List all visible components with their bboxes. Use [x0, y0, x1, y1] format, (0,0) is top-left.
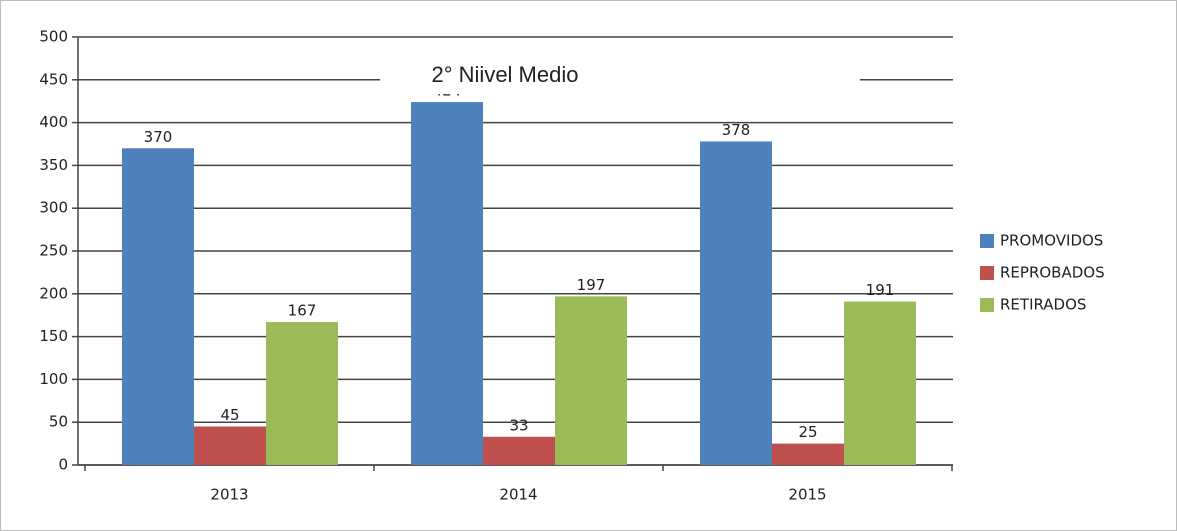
- y-tick-label: 400: [39, 113, 68, 131]
- data-label: 197: [577, 276, 606, 294]
- data-label: 370: [144, 128, 173, 146]
- chart-title: 2° Niivel Medio: [432, 62, 579, 87]
- y-tick-label: 350: [39, 156, 68, 174]
- bar: [700, 141, 772, 465]
- bar: [483, 436, 555, 465]
- legend-label: RETIRADOS: [1000, 296, 1086, 314]
- data-label: 167: [288, 302, 317, 320]
- legend-label: REPROBADOS: [1000, 264, 1105, 282]
- y-tick-label: 450: [39, 70, 68, 88]
- legend-swatch: [980, 234, 994, 248]
- bar: [555, 296, 627, 465]
- x-tick-label: 2013: [210, 486, 248, 504]
- bar: [772, 443, 844, 465]
- data-label: 25: [798, 423, 817, 441]
- data-label: 33: [509, 416, 528, 434]
- y-tick-label: 50: [49, 413, 68, 431]
- legend-swatch: [980, 298, 994, 312]
- bar: [122, 148, 194, 465]
- data-label: 191: [866, 281, 895, 299]
- bar: [844, 301, 916, 465]
- legend-swatch: [980, 266, 994, 280]
- data-label: 45: [220, 406, 239, 424]
- bar: [411, 102, 483, 465]
- data-label: 378: [722, 121, 751, 139]
- y-tick-label: 250: [39, 242, 68, 260]
- y-tick-label: 150: [39, 327, 68, 345]
- bar: [266, 322, 338, 465]
- bar: [194, 426, 266, 465]
- y-tick-label: 100: [39, 370, 68, 388]
- y-tick-label: 500: [39, 28, 68, 46]
- x-tick-label: 2014: [499, 486, 537, 504]
- title-background: [380, 56, 860, 94]
- y-tick-label: 300: [39, 199, 68, 217]
- y-tick-label: 200: [39, 284, 68, 302]
- legend-label: PROMOVIDOS: [1000, 232, 1103, 250]
- x-tick-label: 2015: [788, 486, 826, 504]
- y-tick-label: 0: [58, 456, 68, 474]
